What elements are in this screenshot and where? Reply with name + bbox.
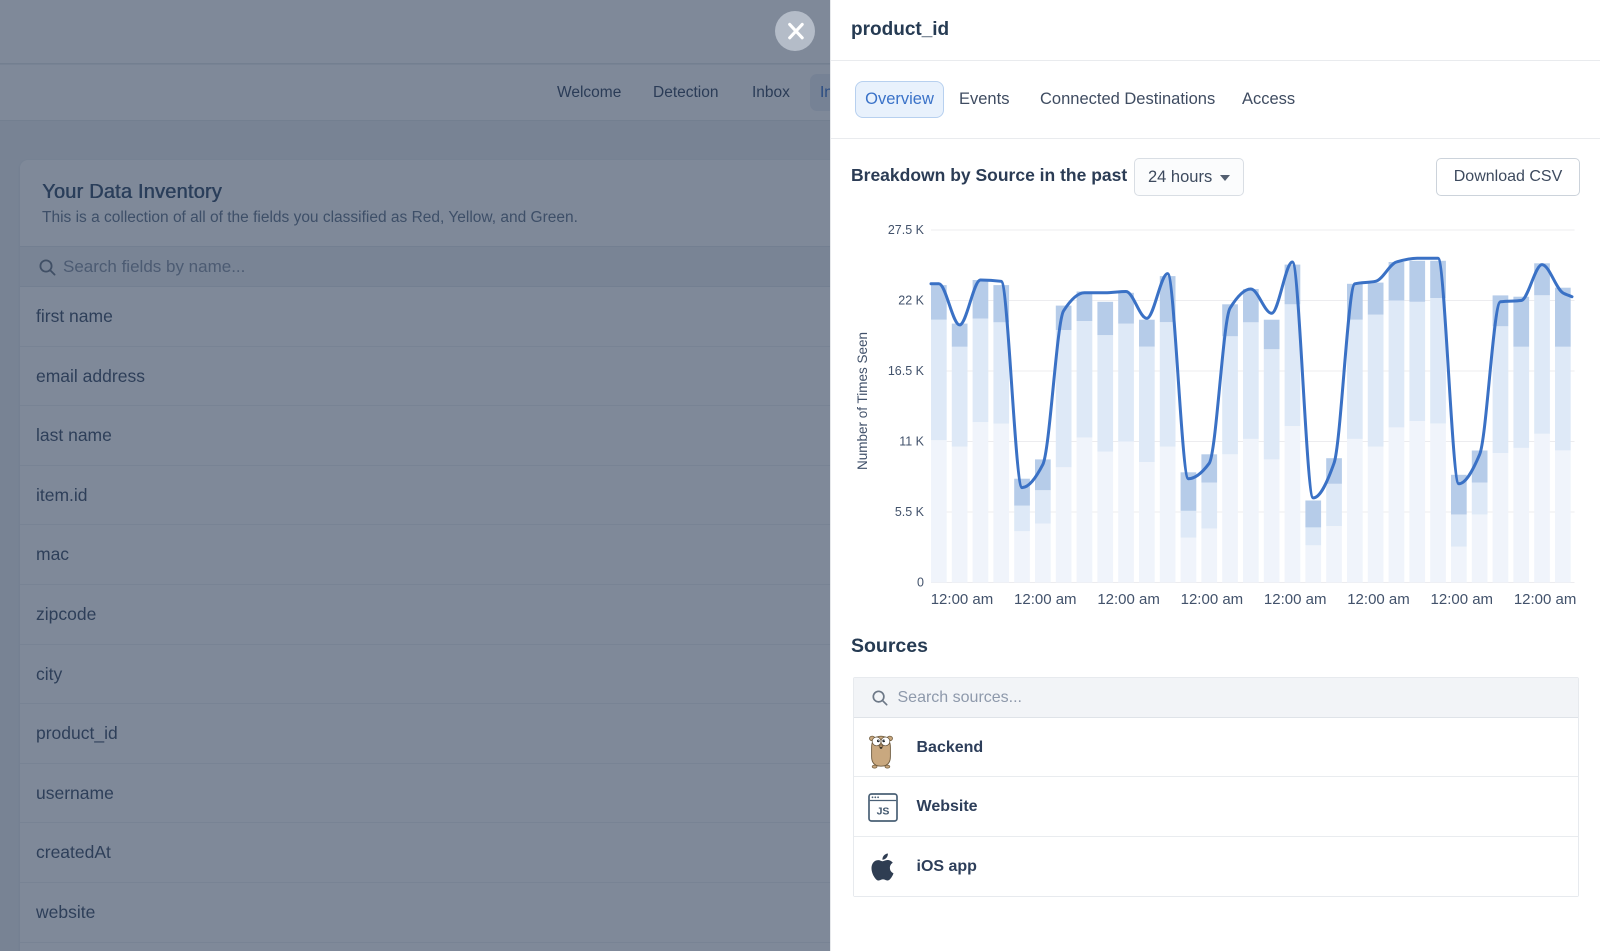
svg-text:16.5 K: 16.5 K <box>888 364 925 378</box>
svg-text:0: 0 <box>917 576 924 590</box>
svg-text:12:00 am: 12:00 am <box>1014 591 1077 608</box>
svg-text:JS: JS <box>876 806 889 818</box>
svg-text:12:00 am: 12:00 am <box>1347 591 1410 608</box>
svg-text:22 K: 22 K <box>898 294 924 308</box>
svg-text:12:00 am: 12:00 am <box>1181 591 1244 608</box>
svg-text:Number of Times Seen: Number of Times Seen <box>855 332 870 470</box>
svg-text:12:00 am: 12:00 am <box>1264 591 1327 608</box>
svg-text:12:00 am: 12:00 am <box>1097 591 1160 608</box>
svg-text:5.5 K: 5.5 K <box>895 505 925 519</box>
svg-text:12:00 am: 12:00 am <box>1431 591 1494 608</box>
svg-text:12:00 am: 12:00 am <box>1514 591 1577 608</box>
svg-text:11 K: 11 K <box>899 435 924 449</box>
svg-text:27.5 K: 27.5 K <box>888 223 925 237</box>
svg-text:12:00 am: 12:00 am <box>931 591 994 608</box>
